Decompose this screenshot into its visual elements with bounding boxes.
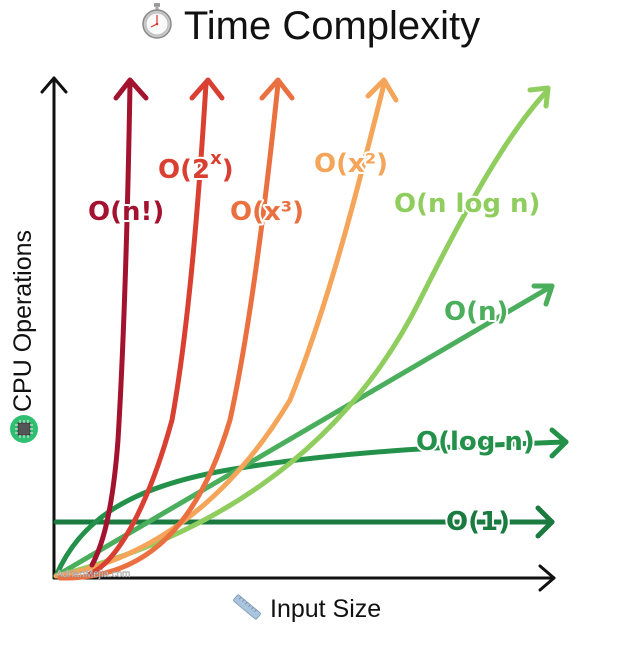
curve-o-2x <box>87 77 225 577</box>
axes <box>40 76 556 592</box>
x-axis-label-text: Input Size <box>270 595 382 624</box>
curve-o-n <box>53 283 555 579</box>
y-axis-arrow-icon <box>40 76 68 94</box>
title-text: Time Complexity <box>183 3 481 48</box>
label-o-1: O(1) <box>446 507 510 537</box>
page-title: Time Complexity <box>0 2 620 50</box>
curve-o-n-factorial <box>89 77 149 568</box>
curve-o-1 <box>53 505 555 539</box>
curve-o-log-n <box>53 427 569 579</box>
cpu-chip-icon <box>9 414 39 456</box>
label-o-x3: O(x³) <box>230 197 304 227</box>
label-o-n: O(n) <box>444 297 508 327</box>
curve-o-x2 <box>53 77 399 579</box>
label-o-n-log-n: O(n log n) <box>394 189 540 219</box>
x-axis-label: Input Size <box>230 592 381 629</box>
ruler-icon <box>230 592 264 629</box>
watermark: AdrianMejia.com <box>56 569 130 580</box>
y-axis-label: CPU Operations <box>3 195 43 485</box>
label-o-x2: O(x²) <box>314 149 388 179</box>
label-o-2x: O(2x) <box>158 148 234 185</box>
label-o-log-n: O(log n) <box>416 427 535 457</box>
curve-o-x3 <box>57 77 295 581</box>
label-o-n-factorial: O(n!) <box>88 197 164 227</box>
stopwatch-icon <box>140 2 174 50</box>
x-axis-arrow-icon <box>538 564 556 592</box>
